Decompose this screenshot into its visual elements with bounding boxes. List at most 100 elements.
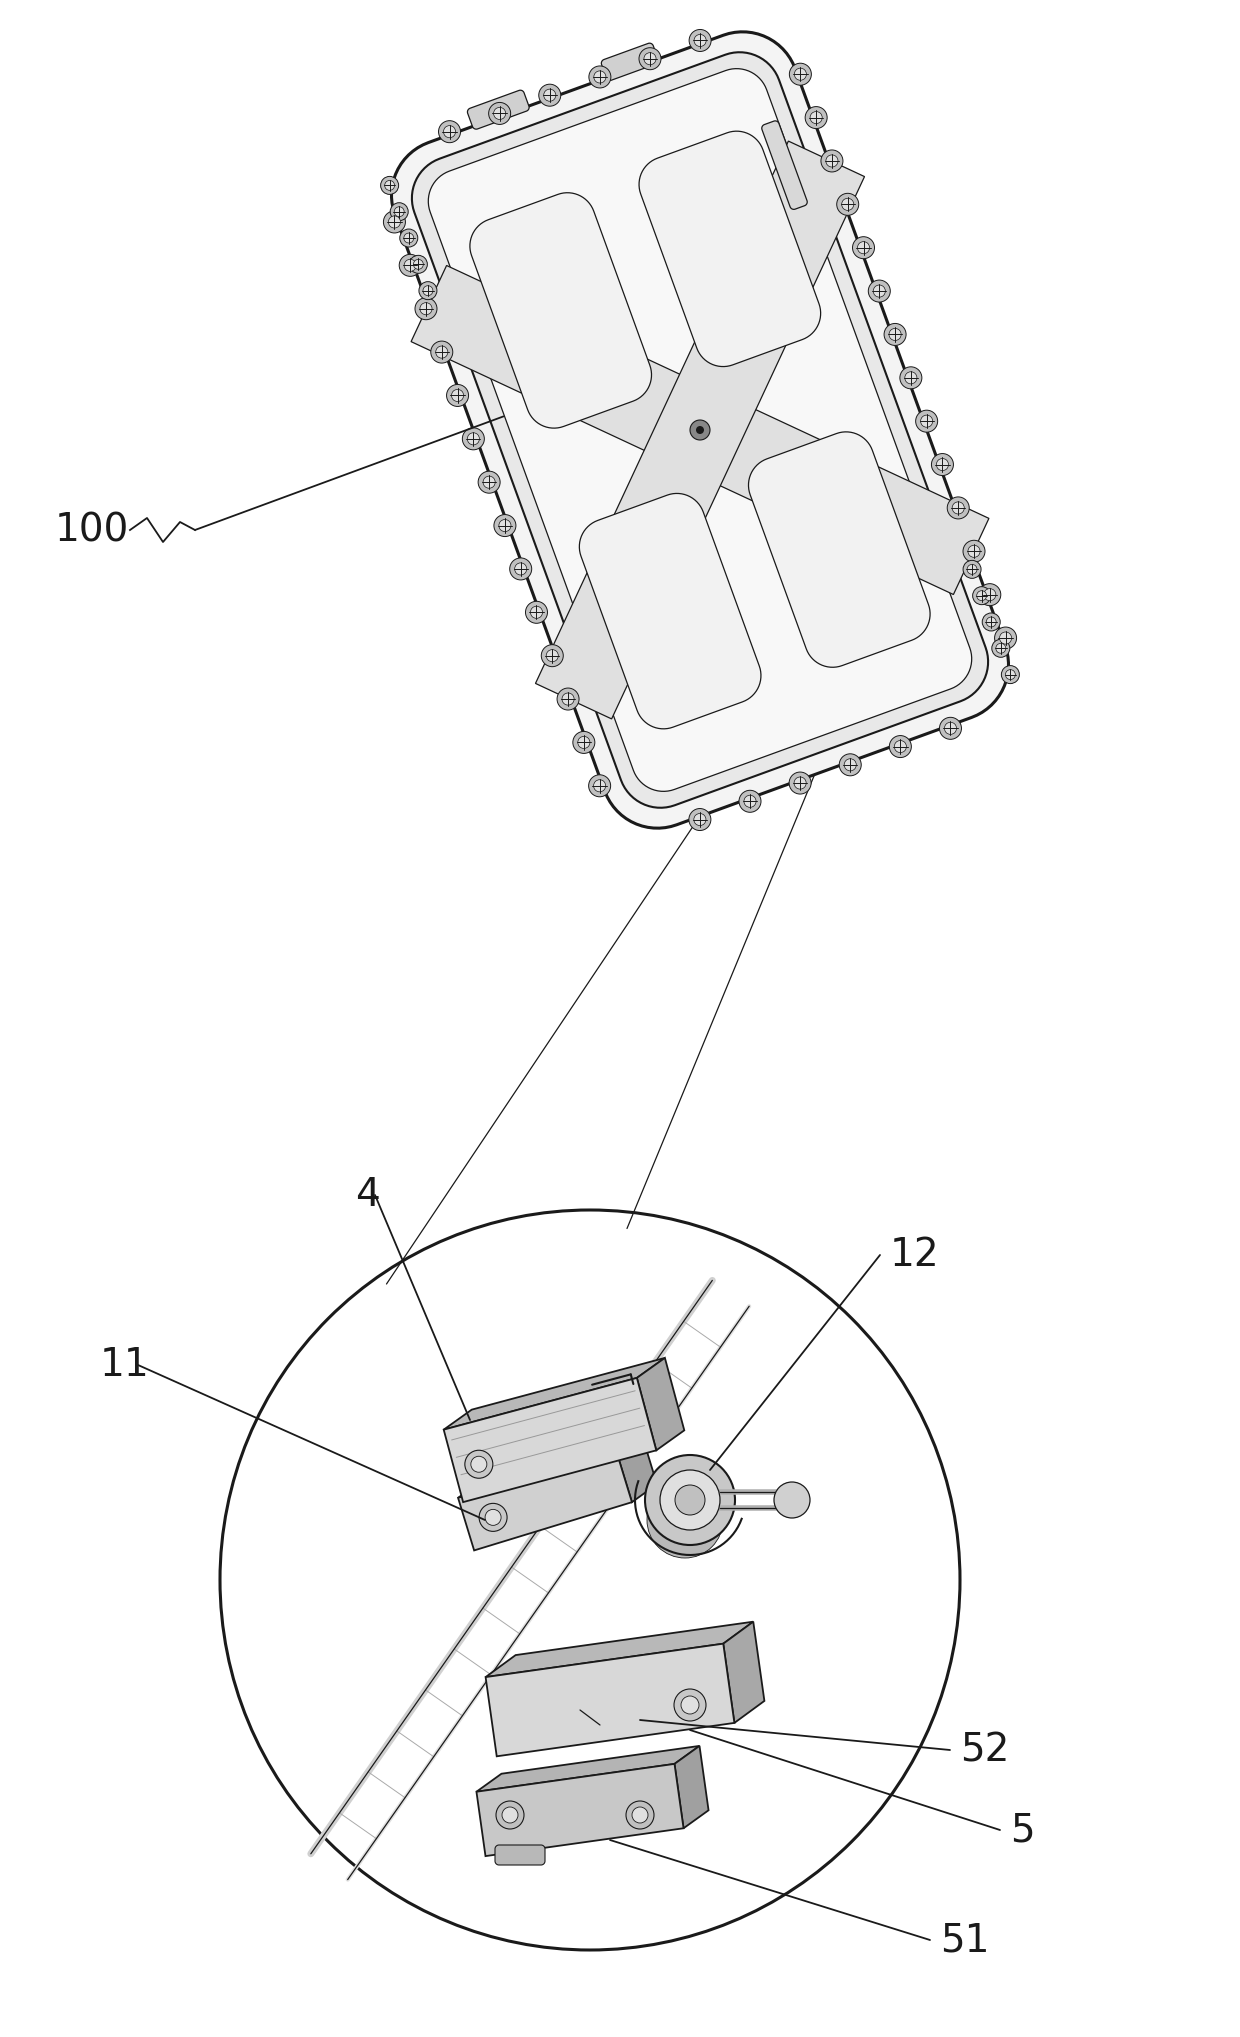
Circle shape bbox=[573, 731, 595, 754]
Circle shape bbox=[992, 640, 1009, 658]
Circle shape bbox=[467, 432, 480, 444]
Circle shape bbox=[900, 367, 921, 389]
Circle shape bbox=[489, 102, 511, 124]
Polygon shape bbox=[486, 1621, 753, 1676]
Circle shape bbox=[404, 259, 417, 271]
Circle shape bbox=[967, 564, 977, 574]
Circle shape bbox=[471, 1456, 487, 1473]
Circle shape bbox=[404, 232, 414, 242]
Text: 12: 12 bbox=[890, 1236, 940, 1273]
Circle shape bbox=[920, 416, 932, 428]
Circle shape bbox=[972, 587, 991, 605]
Circle shape bbox=[594, 71, 606, 84]
Circle shape bbox=[557, 689, 579, 711]
Polygon shape bbox=[749, 432, 930, 668]
Circle shape bbox=[639, 47, 661, 69]
Circle shape bbox=[789, 772, 811, 794]
Circle shape bbox=[644, 53, 656, 65]
Circle shape bbox=[844, 758, 857, 770]
Polygon shape bbox=[392, 33, 1008, 829]
Text: 11: 11 bbox=[100, 1346, 150, 1383]
Circle shape bbox=[694, 813, 706, 825]
Circle shape bbox=[439, 120, 460, 143]
Circle shape bbox=[494, 108, 506, 120]
Circle shape bbox=[842, 198, 854, 210]
Polygon shape bbox=[470, 194, 651, 428]
Circle shape bbox=[795, 67, 806, 79]
Circle shape bbox=[963, 560, 981, 579]
Polygon shape bbox=[761, 120, 807, 210]
Circle shape bbox=[498, 519, 511, 532]
Circle shape bbox=[968, 546, 980, 558]
Circle shape bbox=[952, 501, 965, 513]
Polygon shape bbox=[444, 1359, 665, 1430]
Circle shape bbox=[589, 774, 610, 796]
Circle shape bbox=[388, 216, 401, 228]
Circle shape bbox=[423, 285, 433, 295]
Circle shape bbox=[465, 1450, 492, 1479]
Circle shape bbox=[999, 631, 1012, 644]
Circle shape bbox=[986, 617, 996, 627]
Circle shape bbox=[853, 236, 874, 259]
Circle shape bbox=[884, 324, 906, 346]
Circle shape bbox=[430, 340, 453, 363]
Circle shape bbox=[675, 1689, 706, 1721]
Polygon shape bbox=[444, 1377, 656, 1501]
Circle shape bbox=[381, 177, 398, 194]
Circle shape bbox=[494, 515, 516, 536]
Circle shape bbox=[839, 754, 862, 776]
Circle shape bbox=[945, 723, 956, 735]
Text: 4: 4 bbox=[355, 1175, 379, 1214]
Circle shape bbox=[794, 776, 806, 788]
Circle shape bbox=[996, 644, 1006, 654]
Circle shape bbox=[485, 1509, 501, 1526]
Circle shape bbox=[873, 285, 885, 297]
Circle shape bbox=[696, 426, 704, 434]
Circle shape bbox=[409, 255, 428, 273]
Polygon shape bbox=[412, 265, 990, 595]
Circle shape bbox=[538, 84, 560, 106]
Circle shape bbox=[936, 458, 949, 471]
Circle shape bbox=[905, 373, 916, 383]
Circle shape bbox=[889, 735, 911, 758]
Circle shape bbox=[589, 65, 611, 88]
Circle shape bbox=[940, 717, 961, 739]
Text: 100: 100 bbox=[55, 511, 129, 550]
Circle shape bbox=[632, 1807, 649, 1823]
Circle shape bbox=[689, 29, 711, 51]
Polygon shape bbox=[458, 1450, 632, 1550]
Polygon shape bbox=[723, 1621, 764, 1723]
Circle shape bbox=[694, 35, 706, 47]
Circle shape bbox=[413, 259, 423, 269]
Circle shape bbox=[515, 562, 527, 574]
Circle shape bbox=[626, 1801, 653, 1829]
Circle shape bbox=[660, 1471, 720, 1530]
Circle shape bbox=[774, 1483, 810, 1518]
Circle shape bbox=[947, 497, 970, 519]
Circle shape bbox=[420, 304, 432, 316]
Circle shape bbox=[837, 194, 859, 216]
Circle shape bbox=[383, 212, 405, 232]
Text: 52: 52 bbox=[960, 1731, 1009, 1768]
Circle shape bbox=[531, 607, 543, 619]
Polygon shape bbox=[639, 130, 821, 367]
Circle shape bbox=[510, 558, 532, 581]
Text: 51: 51 bbox=[940, 1921, 990, 1960]
Polygon shape bbox=[579, 493, 761, 729]
Polygon shape bbox=[616, 1432, 657, 1501]
Circle shape bbox=[399, 255, 422, 277]
Circle shape bbox=[1006, 670, 1016, 680]
Circle shape bbox=[889, 328, 901, 340]
Circle shape bbox=[681, 1697, 699, 1713]
Polygon shape bbox=[428, 69, 972, 790]
Circle shape bbox=[451, 389, 464, 401]
Polygon shape bbox=[458, 1432, 641, 1497]
Circle shape bbox=[391, 204, 408, 220]
Polygon shape bbox=[476, 1764, 683, 1856]
Circle shape bbox=[826, 155, 838, 167]
Polygon shape bbox=[467, 90, 529, 128]
Polygon shape bbox=[601, 43, 658, 79]
Circle shape bbox=[435, 346, 448, 359]
Circle shape bbox=[978, 585, 1001, 605]
Circle shape bbox=[394, 208, 404, 216]
